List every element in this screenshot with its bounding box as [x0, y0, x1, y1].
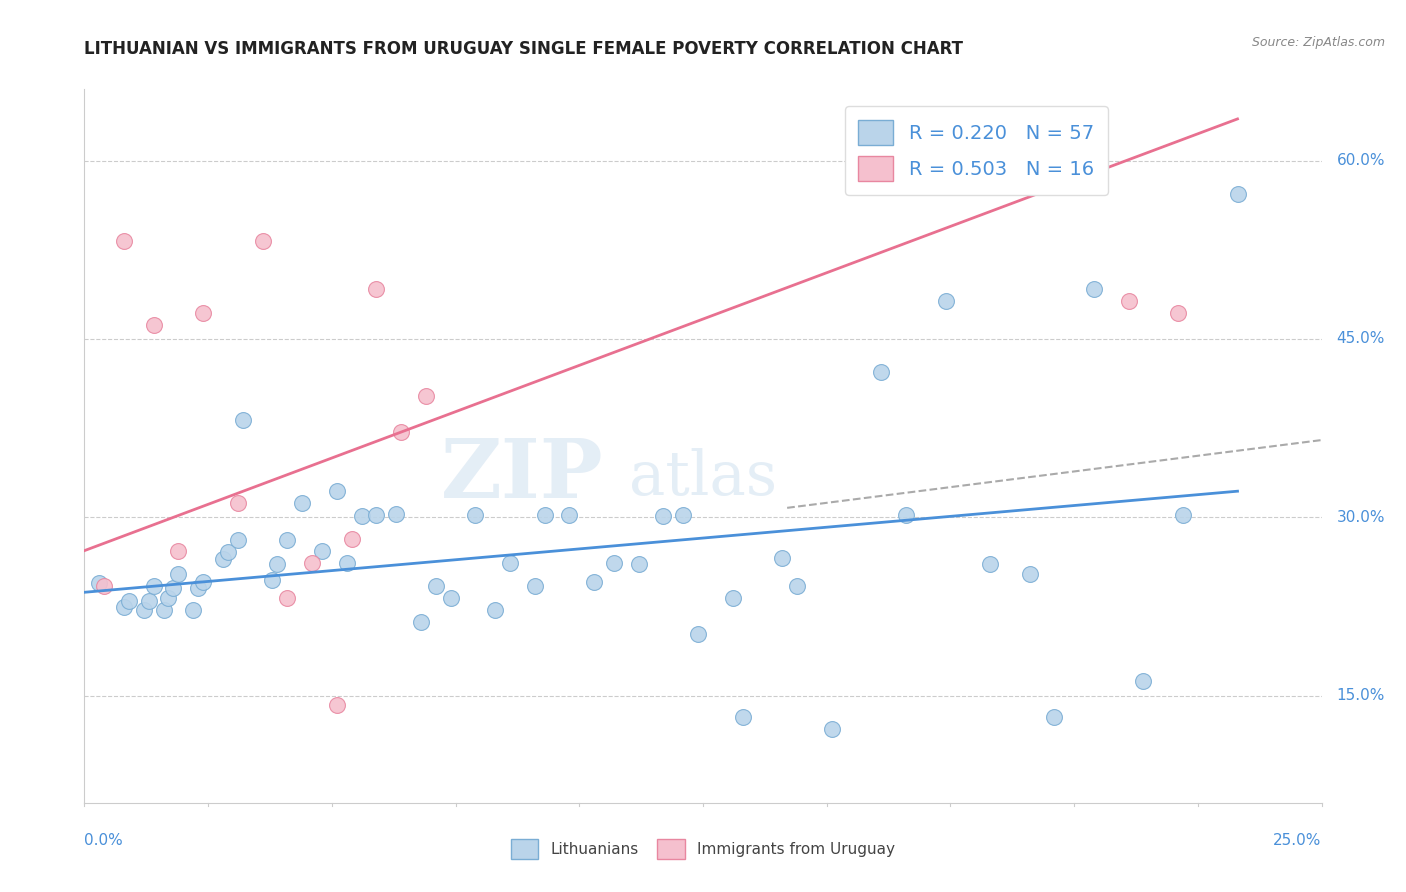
Point — [1083, 282, 1105, 296]
Point — [425, 579, 447, 593]
Point — [870, 365, 893, 379]
Point — [226, 496, 249, 510]
Point — [191, 306, 214, 320]
Text: 45.0%: 45.0% — [1337, 332, 1385, 346]
Point — [1171, 508, 1194, 522]
Point — [415, 389, 437, 403]
Point — [191, 574, 214, 589]
Point — [786, 579, 808, 593]
Point — [770, 550, 793, 565]
Point — [672, 508, 695, 522]
Point — [583, 574, 606, 589]
Text: ZIP: ZIP — [441, 434, 605, 515]
Text: 15.0%: 15.0% — [1337, 689, 1385, 703]
Legend: Lithuanians, Immigrants from Uruguay: Lithuanians, Immigrants from Uruguay — [503, 831, 903, 866]
Text: 0.0%: 0.0% — [84, 832, 124, 847]
Point — [340, 532, 363, 546]
Point — [686, 627, 709, 641]
Point — [385, 507, 408, 521]
Point — [326, 484, 349, 499]
Text: 25.0%: 25.0% — [1274, 832, 1322, 847]
Point — [93, 579, 115, 593]
Point — [533, 508, 555, 522]
Point — [112, 235, 135, 249]
Point — [311, 543, 333, 558]
Point — [603, 556, 626, 570]
Point — [167, 567, 190, 582]
Point — [157, 591, 180, 606]
Point — [484, 603, 506, 617]
Point — [934, 293, 956, 308]
Point — [499, 556, 522, 570]
Text: Source: ZipAtlas.com: Source: ZipAtlas.com — [1251, 36, 1385, 49]
Point — [112, 599, 135, 614]
Point — [212, 552, 235, 566]
Point — [1226, 186, 1249, 201]
Point — [409, 615, 432, 629]
Point — [138, 593, 160, 607]
Point — [276, 533, 298, 547]
Point — [226, 533, 249, 547]
Point — [627, 557, 650, 571]
Point — [276, 591, 298, 606]
Point — [523, 579, 546, 593]
Point — [181, 603, 204, 617]
Point — [366, 282, 388, 296]
Point — [262, 574, 284, 588]
Text: atlas: atlas — [628, 448, 778, 508]
Point — [894, 508, 917, 522]
Point — [232, 413, 254, 427]
Point — [266, 557, 288, 571]
Point — [132, 603, 155, 617]
Point — [162, 581, 184, 595]
Point — [389, 425, 412, 439]
Point — [558, 508, 581, 522]
Point — [336, 556, 359, 570]
Point — [142, 318, 165, 332]
Point — [464, 508, 486, 522]
Point — [1167, 306, 1189, 320]
Point — [217, 545, 239, 559]
Point — [439, 591, 461, 606]
Point — [350, 509, 373, 524]
Point — [1043, 710, 1066, 724]
Point — [1018, 567, 1040, 582]
Text: LITHUANIAN VS IMMIGRANTS FROM URUGUAY SINGLE FEMALE POVERTY CORRELATION CHART: LITHUANIAN VS IMMIGRANTS FROM URUGUAY SI… — [84, 40, 963, 58]
Point — [167, 543, 190, 558]
Point — [366, 508, 388, 522]
Point — [118, 593, 141, 607]
Point — [252, 235, 274, 249]
Point — [979, 557, 1001, 571]
Point — [326, 698, 349, 713]
Point — [1132, 674, 1154, 689]
Point — [301, 556, 323, 570]
Text: 30.0%: 30.0% — [1337, 510, 1385, 524]
Point — [291, 496, 314, 510]
Point — [142, 579, 165, 593]
Point — [821, 722, 844, 736]
Point — [152, 603, 174, 617]
Point — [652, 509, 675, 524]
Point — [1118, 293, 1140, 308]
Text: 60.0%: 60.0% — [1337, 153, 1385, 168]
Point — [721, 591, 744, 606]
Point — [187, 581, 209, 595]
Point — [731, 710, 754, 724]
Point — [89, 575, 111, 590]
